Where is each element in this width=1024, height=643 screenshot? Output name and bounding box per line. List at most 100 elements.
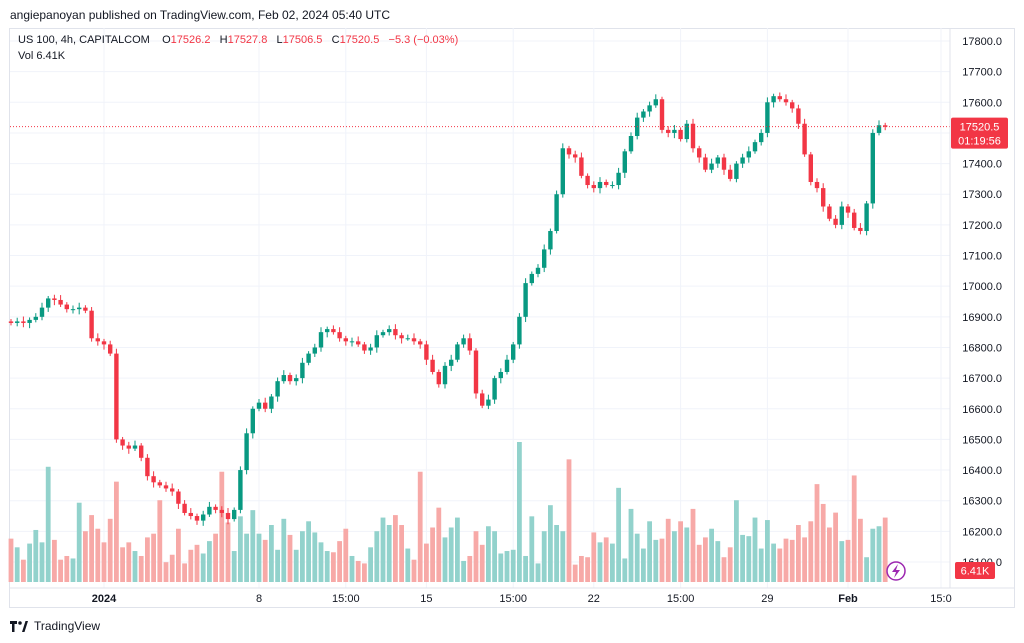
candle-body [616, 172, 621, 186]
volume-bar [610, 543, 615, 582]
volume-bar [70, 558, 76, 582]
volume-bar [802, 537, 807, 582]
candle-body [672, 129, 677, 133]
volume-bar [684, 527, 690, 582]
volume-bar [262, 539, 268, 582]
candle-body [442, 365, 448, 385]
volume-bar [665, 518, 671, 582]
volume-bar [641, 548, 646, 582]
volume-bar [486, 526, 491, 582]
candle-body [523, 283, 528, 317]
candle-body [783, 99, 789, 103]
volume-bar [864, 557, 869, 582]
volume-bar [858, 518, 863, 582]
x-tick-label: 2024 [92, 593, 117, 605]
volume-bar [45, 466, 51, 582]
candle-body [455, 344, 460, 360]
candle-body [275, 381, 280, 397]
volume-bar [312, 532, 318, 582]
volume-bar [151, 533, 156, 582]
candle-body [77, 307, 82, 310]
y-tick-label: 16600.0 [962, 404, 1002, 416]
y-tick-label: 17200.0 [962, 220, 1002, 232]
candle-body [318, 332, 324, 348]
volume-bar [783, 538, 789, 582]
x-tick-label: 29 [761, 593, 773, 605]
volume-bar [213, 533, 218, 582]
volume-badge-value: 6.41K [961, 566, 990, 578]
candle-body [411, 338, 417, 342]
volume-bar [616, 487, 621, 582]
open-value: 17526.2 [170, 34, 211, 46]
volume-bar [355, 560, 361, 582]
candle-body [579, 157, 584, 176]
ohlc-legend: US 100, 4h, CAPITALCOM O17526.2 H17527.8… [18, 34, 458, 46]
candle-body [83, 307, 88, 311]
candle-body [492, 378, 497, 400]
candle-body [852, 212, 857, 228]
x-tick-label: 15:00 [667, 593, 695, 605]
candle-body [387, 329, 392, 333]
candle-body [560, 148, 565, 195]
x-tick-label: 15 [420, 593, 432, 605]
candle-body [250, 408, 255, 434]
volume-bar [659, 538, 665, 582]
candle-body [281, 375, 286, 382]
volume-bar [560, 531, 566, 582]
candle-body [151, 476, 156, 483]
volume-bar [585, 557, 590, 582]
volume-bar [219, 471, 225, 582]
candle-body [833, 218, 838, 225]
symbol-label: US 100, 4h, CAPITALCOM [18, 34, 150, 46]
candle-body [858, 227, 863, 232]
candle-body [678, 129, 683, 140]
volume-bar [820, 503, 826, 582]
candle-body [101, 341, 107, 345]
volume-bar [14, 547, 20, 582]
volume-bar [169, 554, 175, 582]
candle-body [300, 362, 305, 379]
vol-label: Vol [18, 50, 34, 62]
candle-body [535, 267, 541, 274]
volume-bar [76, 502, 82, 582]
candle-body [64, 304, 69, 310]
volume-bar [789, 539, 795, 582]
volume-bar [349, 555, 355, 582]
volume-bar [107, 518, 113, 582]
candle-body [827, 206, 832, 219]
candle-body [647, 105, 652, 112]
x-tick-label: Feb [838, 593, 858, 605]
volume-bar [461, 560, 466, 582]
candle-body [139, 445, 144, 458]
volume-bar [250, 510, 256, 582]
y-tick-label: 17000.0 [962, 281, 1002, 293]
volume-bar [504, 551, 510, 582]
candle-body [864, 203, 869, 232]
volume-bar [380, 517, 386, 582]
volume-bar [176, 528, 181, 582]
volume-bar [120, 547, 125, 582]
candle-body [114, 353, 119, 440]
last-price-badge-price: 17520.5 [960, 122, 1000, 134]
candle-body [734, 163, 739, 179]
volume-bar [436, 507, 442, 582]
volume-bar [114, 481, 119, 582]
y-tick-label: 16300.0 [962, 496, 1002, 508]
candle-body [244, 433, 249, 471]
candle-body [194, 516, 200, 521]
candle-body [39, 307, 45, 317]
volume-legend: Vol 6.41K [18, 50, 65, 62]
volume-bar [200, 553, 206, 582]
candle-body [821, 188, 826, 207]
candle-body [157, 482, 162, 486]
volume-bar [839, 541, 845, 582]
candle-body [883, 125, 888, 127]
volume-bar [101, 542, 107, 582]
candle-body [467, 338, 472, 351]
publisher-line: angiepanoyan published on TradingView.co… [10, 8, 391, 22]
candle-body [573, 154, 578, 158]
open-label: O [162, 34, 171, 46]
candle-body [95, 338, 100, 342]
candle-body [176, 491, 181, 504]
